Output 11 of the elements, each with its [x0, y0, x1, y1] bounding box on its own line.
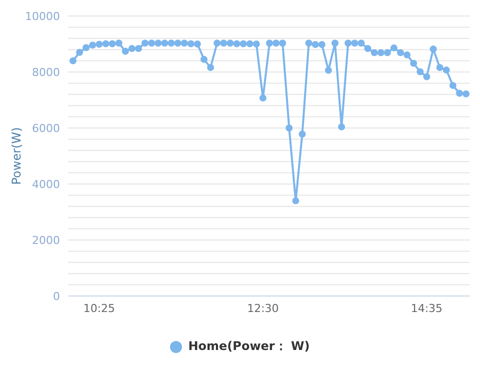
x-tick-label: 12:30: [247, 302, 279, 315]
y-tick-label: 2000: [32, 234, 60, 247]
y-axis-title: Power(W): [9, 127, 24, 185]
x-tick-label: 14:35: [410, 302, 443, 315]
y-tick-label: 0: [53, 290, 60, 303]
y-tick-label: 6000: [32, 122, 60, 135]
legend-label: Home(Power： W): [187, 338, 310, 355]
y-tick-label: 8000: [32, 66, 60, 79]
x-tick-label: 10:25: [83, 302, 116, 315]
y-tick-label: 4000: [32, 178, 60, 191]
y-tick-label: 10000: [25, 10, 60, 23]
